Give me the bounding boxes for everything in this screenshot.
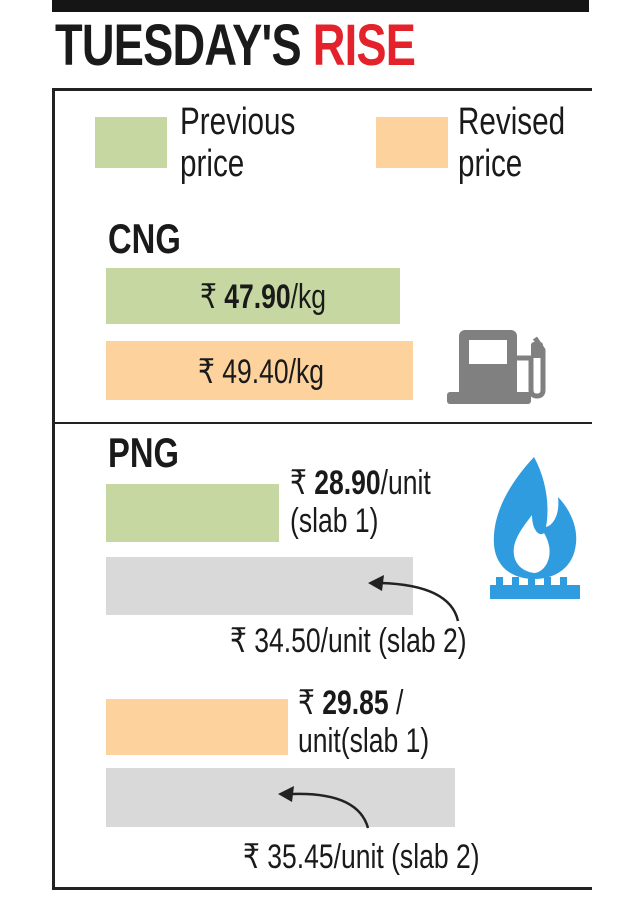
legend-swatch-revised: [376, 117, 448, 168]
png-label: PNG: [108, 429, 179, 476]
png-previous-slab2-label: ₹ 34.50/unit (slab 2): [230, 622, 467, 660]
bar-png-revised-slab1: [106, 699, 289, 755]
png-revised-slab1-label: ₹ 29.85 /unit(slab 1): [298, 684, 430, 760]
gas-flame-icon: [490, 457, 580, 599]
frame-left: [52, 88, 55, 890]
bar-png-previous-slab1: [106, 484, 280, 542]
bar-png-previous-slab2: [106, 557, 414, 615]
cng-revised-label: ₹ 49.40/kg: [198, 353, 325, 391]
fuel-pump-icon: [447, 330, 546, 404]
title-part2: RISE: [312, 13, 416, 78]
bar-cng-revised: ₹ 49.40/kg: [106, 341, 414, 400]
png-revised-slab2-label: ₹ 35.45/unit (slab 2): [243, 838, 480, 876]
top-rule: [52, 0, 589, 12]
bar-png-revised-slab2: [106, 768, 456, 827]
png-previous-slab1-label: ₹ 28.90/unit (slab 1): [290, 464, 431, 540]
title-part1: TUESDAY'S: [55, 13, 302, 78]
legend-label-previous: Previous price: [180, 101, 296, 185]
arrow-icon: [368, 575, 460, 622]
cng-previous-label: ₹ 47.90/kg: [200, 278, 327, 316]
cng-label: CNG: [108, 215, 181, 262]
page-title: TUESDAY'S RISE: [55, 14, 517, 78]
arrow-icon: [278, 786, 370, 829]
frame-bottom: [52, 887, 592, 890]
frame-top: [52, 88, 592, 91]
bar-cng-previous: ₹ 47.90/kg: [106, 268, 401, 324]
legend-label-revised: Revised price: [458, 101, 566, 185]
legend-swatch-previous: [95, 117, 167, 168]
section-divider: [52, 422, 592, 424]
